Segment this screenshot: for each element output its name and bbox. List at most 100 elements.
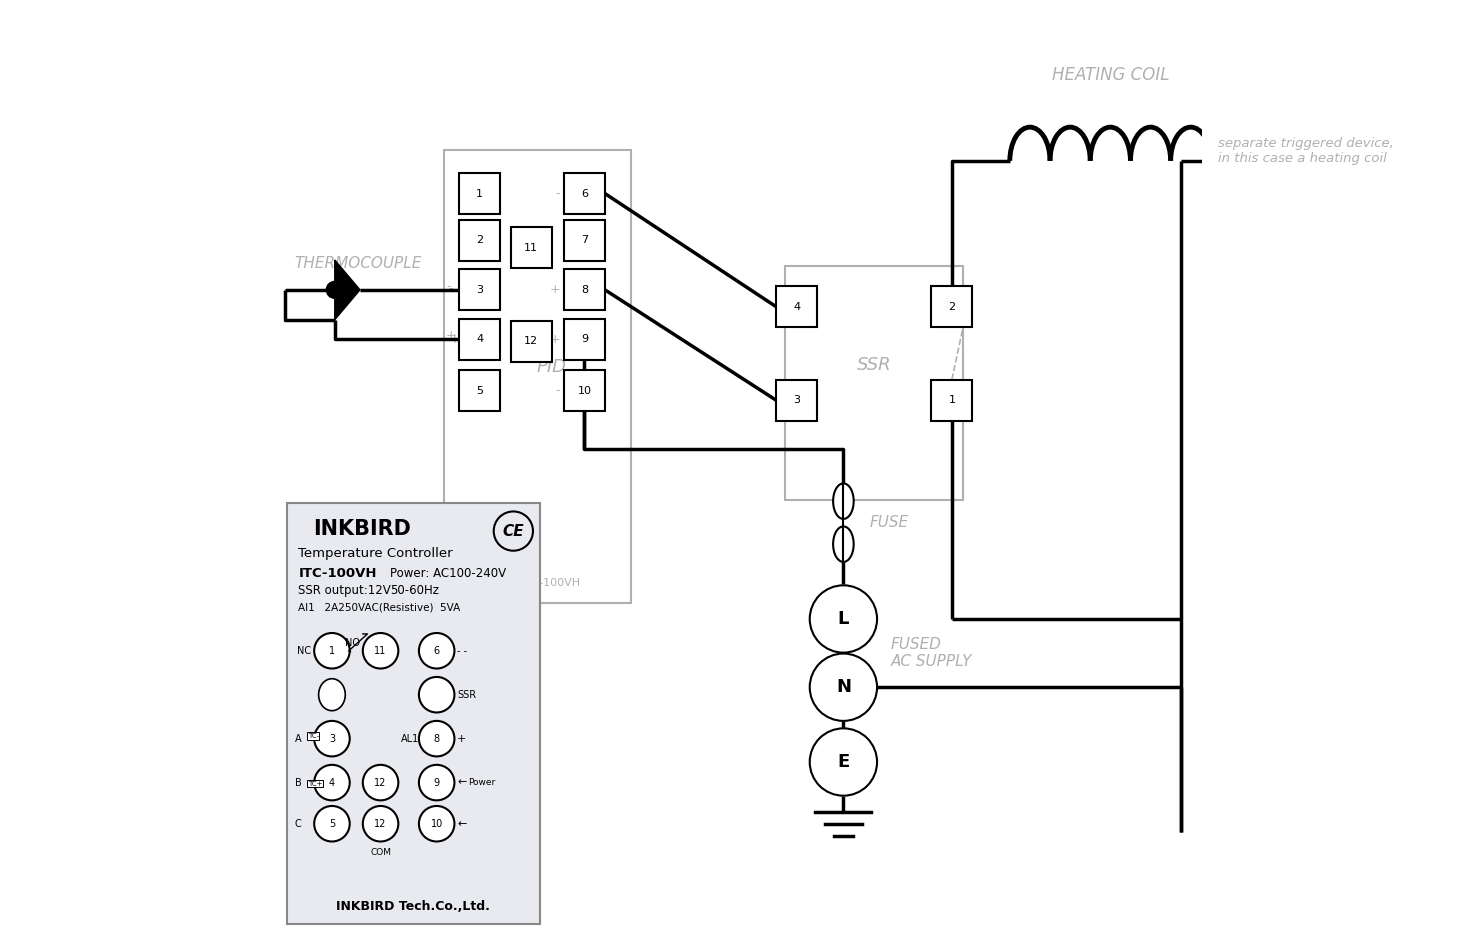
Text: 6: 6 (581, 189, 587, 198)
Text: 5: 5 (476, 386, 483, 396)
FancyBboxPatch shape (564, 319, 605, 360)
Circle shape (326, 281, 344, 298)
Text: 10: 10 (430, 819, 443, 828)
Circle shape (314, 633, 349, 669)
Circle shape (810, 728, 876, 796)
Text: TC+: TC+ (308, 781, 321, 786)
Text: +: + (549, 333, 561, 346)
Text: ITC-100VH: ITC-100VH (298, 567, 377, 580)
Text: +: + (446, 329, 457, 342)
Text: Power: Power (468, 778, 496, 787)
Text: 12: 12 (374, 778, 386, 787)
Text: INKBIRD: INKBIRD (313, 519, 411, 539)
FancyBboxPatch shape (459, 173, 501, 214)
FancyBboxPatch shape (564, 370, 605, 411)
Text: HEATING COIL: HEATING COIL (1051, 66, 1169, 84)
Ellipse shape (834, 526, 854, 562)
Text: 5: 5 (329, 819, 335, 828)
Text: 3: 3 (476, 285, 483, 295)
Text: FUSED
AC SUPPLY: FUSED AC SUPPLY (891, 637, 973, 669)
Text: 12: 12 (524, 337, 539, 346)
Circle shape (363, 633, 398, 669)
FancyBboxPatch shape (459, 269, 501, 310)
Text: TC-: TC- (308, 733, 319, 739)
FancyBboxPatch shape (777, 380, 818, 421)
Text: 6: 6 (433, 646, 440, 655)
FancyBboxPatch shape (459, 319, 501, 360)
Text: 4: 4 (329, 778, 335, 787)
Text: -: - (790, 300, 794, 313)
Text: 9: 9 (433, 778, 440, 787)
Text: 12: 12 (374, 819, 386, 828)
Circle shape (363, 765, 398, 800)
FancyBboxPatch shape (564, 220, 605, 261)
Text: 8: 8 (433, 734, 440, 743)
Text: Power: AC100-240V: Power: AC100-240V (390, 567, 506, 580)
Text: +: + (457, 734, 467, 743)
Text: ←: ← (457, 778, 467, 787)
Text: 1: 1 (329, 646, 335, 655)
Circle shape (810, 654, 876, 721)
Text: INKBIRD Tech.Co.,Ltd.: INKBIRD Tech.Co.,Ltd. (336, 900, 490, 913)
Circle shape (314, 721, 349, 756)
Text: 7: 7 (581, 236, 589, 245)
Text: CE: CE (502, 524, 524, 539)
Text: COM: COM (370, 848, 390, 857)
Text: 50-60Hz: 50-60Hz (390, 584, 439, 597)
Text: E: E (837, 753, 850, 771)
Text: SSR: SSR (857, 355, 891, 374)
Text: -: - (446, 280, 451, 293)
Text: 4: 4 (793, 302, 800, 311)
Circle shape (314, 765, 349, 800)
Text: C: C (295, 819, 301, 828)
Circle shape (418, 765, 455, 800)
Text: 11: 11 (524, 243, 539, 252)
Text: 3: 3 (793, 396, 800, 405)
FancyBboxPatch shape (459, 370, 501, 411)
Text: 11: 11 (374, 646, 386, 655)
Text: A: A (295, 734, 301, 743)
Text: SSR output:12V: SSR output:12V (298, 584, 390, 597)
Text: +: + (449, 333, 461, 346)
FancyBboxPatch shape (445, 150, 631, 603)
Ellipse shape (834, 483, 854, 519)
Circle shape (418, 721, 455, 756)
Circle shape (418, 633, 455, 669)
FancyBboxPatch shape (785, 266, 963, 500)
Text: N: N (835, 678, 851, 697)
Text: 2: 2 (948, 302, 956, 311)
Text: 1: 1 (948, 396, 956, 405)
Text: ITC-100VH: ITC-100VH (523, 578, 581, 587)
Text: AI1   2A250VAC(Resistive)  5VA: AI1 2A250VAC(Resistive) 5VA (298, 603, 461, 612)
FancyBboxPatch shape (564, 173, 605, 214)
Ellipse shape (319, 679, 345, 711)
Text: +: + (790, 394, 800, 407)
Text: 10: 10 (577, 386, 592, 396)
FancyBboxPatch shape (511, 321, 552, 362)
Circle shape (314, 806, 349, 842)
Text: 2: 2 (476, 236, 483, 245)
FancyBboxPatch shape (288, 503, 540, 924)
Circle shape (418, 677, 455, 712)
Text: ←: ← (457, 819, 467, 828)
Text: 4: 4 (476, 335, 483, 344)
Text: FUSE: FUSE (869, 515, 909, 530)
Circle shape (810, 585, 876, 653)
Text: 1: 1 (476, 189, 483, 198)
Text: NO: NO (345, 639, 360, 648)
Text: PID: PID (537, 358, 567, 376)
Text: Temperature Controller: Temperature Controller (298, 547, 454, 560)
Text: separate triggered device,
in this case a heating coil: separate triggered device, in this case … (1218, 137, 1395, 165)
FancyBboxPatch shape (777, 286, 818, 327)
Text: NC: NC (297, 646, 311, 655)
Text: L: L (838, 610, 849, 628)
FancyBboxPatch shape (511, 227, 552, 268)
Text: -: - (555, 187, 561, 200)
Text: SSR: SSR (457, 690, 476, 699)
Text: 8: 8 (581, 285, 589, 295)
FancyBboxPatch shape (931, 286, 972, 327)
FancyBboxPatch shape (931, 380, 972, 421)
Circle shape (363, 806, 398, 842)
Text: - -: - - (457, 646, 467, 655)
Text: AL1: AL1 (401, 734, 420, 743)
